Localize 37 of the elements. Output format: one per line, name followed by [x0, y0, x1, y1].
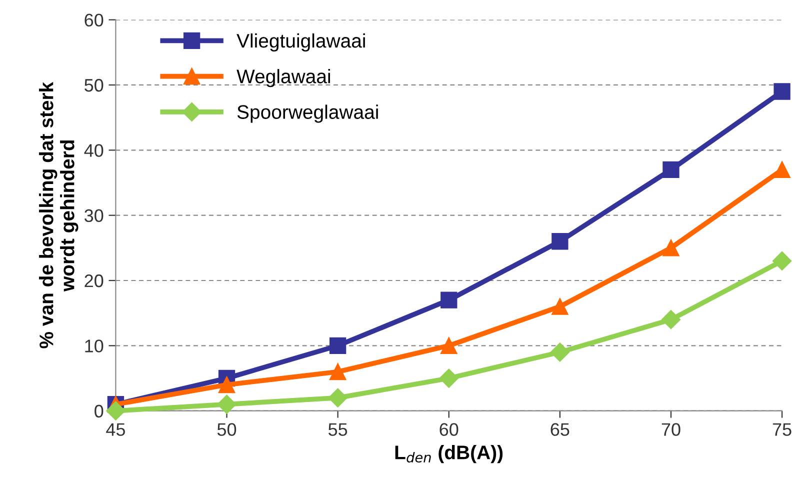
point	[218, 376, 236, 394]
x-tick-label: 70	[662, 423, 680, 436]
point	[328, 388, 348, 408]
y-tick-label: 50	[84, 78, 104, 92]
point	[217, 394, 236, 414]
point	[329, 337, 346, 354]
y-tick-label: 0	[94, 404, 104, 418]
x-axis-title: L$_{den}$ (dB(A))	[395, 445, 503, 464]
point	[552, 298, 568, 315]
x-tick-label: 60	[440, 423, 458, 436]
point	[439, 368, 458, 388]
x-tick-label: 45	[106, 423, 125, 436]
point	[552, 233, 568, 250]
x-tick-label: 75	[772, 423, 792, 436]
point	[662, 161, 680, 178]
point	[774, 83, 790, 100]
point	[772, 251, 792, 270]
point	[329, 363, 346, 380]
y-tick-label: 60	[84, 14, 104, 27]
legend-label: Vliegtuiglawaai	[236, 33, 365, 52]
legend-label: Spoorweglawaai	[237, 104, 378, 123]
legend-label: Weglawaai	[236, 69, 330, 88]
y-tick-label: 10	[85, 340, 104, 352]
y-tick-label: 40	[84, 144, 104, 157]
x-tick-label: 55	[328, 423, 348, 436]
y-tick-label: 30	[84, 209, 104, 222]
y-tick-label: 20	[84, 274, 104, 288]
x-tick-label: 50	[217, 423, 236, 436]
point	[774, 161, 790, 178]
y-axis-title: % van de bevolking dat sterk wordt gehinderd	[39, 82, 78, 348]
point	[550, 342, 570, 362]
x-tick-label: 65	[550, 423, 570, 436]
point	[440, 337, 458, 354]
point	[106, 401, 126, 420]
point	[662, 240, 680, 256]
point	[661, 310, 681, 330]
point	[440, 292, 458, 308]
